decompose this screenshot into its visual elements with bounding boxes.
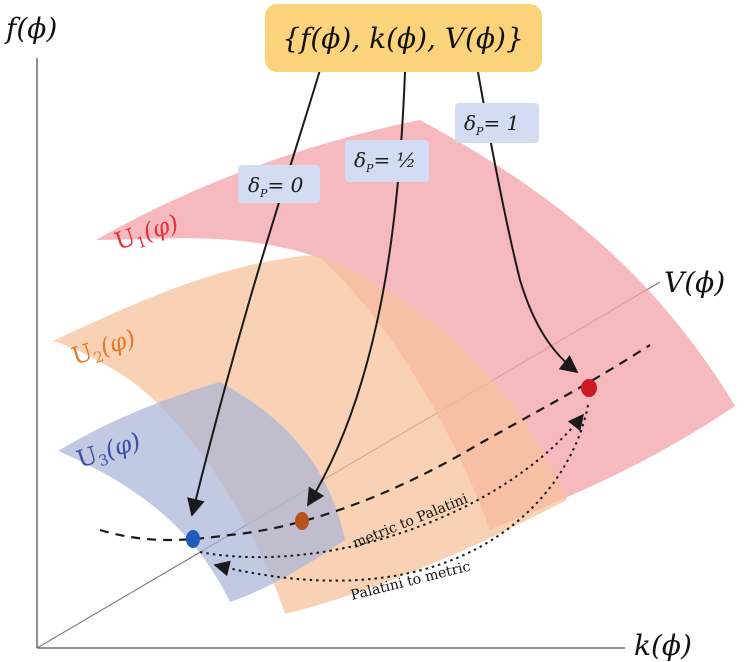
point-red	[581, 379, 597, 397]
point-blue	[186, 530, 200, 548]
function-set-label: {f(ϕ), k(ϕ), V(ϕ)}	[282, 22, 524, 55]
delta-1-box: δP= 1	[455, 103, 539, 143]
trajectory-dashed	[99, 344, 651, 542]
function-set-box: {f(ϕ), k(ϕ), V(ϕ)}	[265, 4, 542, 72]
horizontal-axis-label: k(ϕ)	[634, 629, 692, 662]
arrow-delta-0	[187, 69, 321, 517]
diagonal-axis-label: V(ϕ)	[664, 266, 725, 299]
delta-half-box: δP= ½	[345, 140, 429, 182]
vertical-axis-label: f(ϕ)	[4, 12, 57, 45]
svg-text:δP= 1: δP= 1	[464, 111, 519, 138]
point-orange	[295, 512, 309, 530]
svg-text:δP= 0: δP= 0	[248, 173, 304, 200]
curve-metric-to-palatini	[199, 413, 584, 559]
arrow-delta-half	[307, 71, 406, 507]
delta-0-box: δP= 0	[238, 165, 320, 203]
svg-text:δP= ½: δP= ½	[354, 148, 416, 175]
curve-palatini-to-metric	[213, 404, 589, 582]
surface-u2	[53, 255, 567, 614]
surface-u3	[58, 382, 345, 602]
surface-u2-label: U2(φ)	[68, 324, 140, 374]
